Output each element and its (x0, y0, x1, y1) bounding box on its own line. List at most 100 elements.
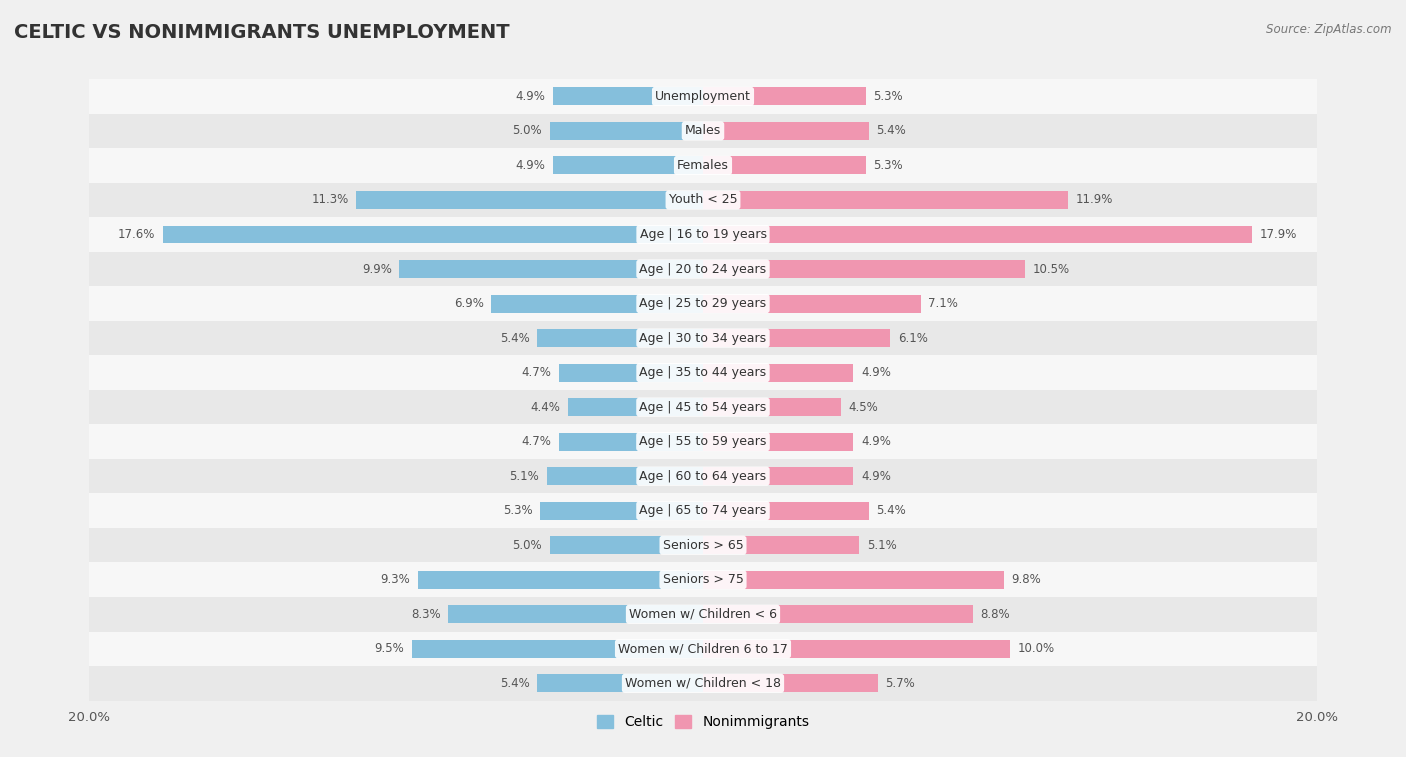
Bar (703, 536, 859, 554)
Bar (90, 217, 1316, 252)
Text: Unemployment: Unemployment (655, 90, 751, 103)
Bar (703, 502, 869, 519)
Bar (418, 571, 703, 589)
Text: 10.0%: 10.0% (1018, 642, 1054, 656)
Bar (90, 252, 1316, 286)
Bar (399, 260, 703, 278)
Text: 4.9%: 4.9% (860, 435, 891, 448)
Bar (90, 321, 1316, 355)
Text: Age | 16 to 19 years: Age | 16 to 19 years (640, 228, 766, 241)
Bar (703, 88, 866, 105)
Bar (550, 536, 703, 554)
Text: 6.9%: 6.9% (454, 297, 484, 310)
Bar (90, 494, 1316, 528)
Text: 4.7%: 4.7% (522, 366, 551, 379)
Bar (703, 363, 853, 382)
Bar (90, 631, 1316, 666)
Bar (90, 286, 1316, 321)
Bar (90, 182, 1316, 217)
Bar (703, 398, 841, 416)
Text: 5.3%: 5.3% (873, 159, 903, 172)
Bar (163, 226, 703, 244)
Bar (540, 502, 703, 519)
Bar (547, 467, 703, 485)
Bar (703, 294, 921, 313)
Text: 4.9%: 4.9% (515, 159, 546, 172)
Bar (703, 571, 1004, 589)
Text: 5.0%: 5.0% (512, 539, 541, 552)
Bar (90, 425, 1316, 459)
Bar (703, 640, 1010, 658)
Bar (90, 79, 1316, 114)
Text: 5.7%: 5.7% (886, 677, 915, 690)
Bar (703, 122, 869, 140)
Bar (90, 114, 1316, 148)
Bar (703, 674, 877, 692)
Text: Age | 60 to 64 years: Age | 60 to 64 years (640, 469, 766, 483)
Bar (703, 606, 973, 623)
Text: Women w/ Children < 18: Women w/ Children < 18 (626, 677, 780, 690)
Text: Age | 20 to 24 years: Age | 20 to 24 years (640, 263, 766, 276)
Text: Youth < 25: Youth < 25 (669, 194, 737, 207)
Bar (558, 433, 703, 450)
Bar (90, 355, 1316, 390)
Text: 8.3%: 8.3% (411, 608, 440, 621)
Bar (537, 674, 703, 692)
Text: Age | 45 to 54 years: Age | 45 to 54 years (640, 400, 766, 413)
Text: CELTIC VS NONIMMIGRANTS UNEMPLOYMENT: CELTIC VS NONIMMIGRANTS UNEMPLOYMENT (14, 23, 510, 42)
Text: 10.5%: 10.5% (1033, 263, 1070, 276)
Bar (356, 191, 703, 209)
Text: Age | 65 to 74 years: Age | 65 to 74 years (640, 504, 766, 517)
Bar (703, 329, 890, 347)
Text: 6.1%: 6.1% (898, 332, 928, 344)
Text: Women w/ Children < 6: Women w/ Children < 6 (628, 608, 778, 621)
Text: Source: ZipAtlas.com: Source: ZipAtlas.com (1267, 23, 1392, 36)
Text: 9.8%: 9.8% (1011, 573, 1040, 586)
Bar (558, 363, 703, 382)
Bar (90, 148, 1316, 182)
Text: 8.8%: 8.8% (980, 608, 1011, 621)
Bar (90, 528, 1316, 562)
Legend: Celtic, Nonimmigrants: Celtic, Nonimmigrants (591, 709, 815, 735)
Text: 5.1%: 5.1% (509, 469, 538, 483)
Text: Age | 30 to 34 years: Age | 30 to 34 years (640, 332, 766, 344)
Bar (553, 88, 703, 105)
Bar (90, 459, 1316, 494)
Bar (550, 122, 703, 140)
Text: 4.4%: 4.4% (530, 400, 561, 413)
Text: 17.9%: 17.9% (1260, 228, 1298, 241)
Text: 5.0%: 5.0% (512, 124, 541, 138)
Text: 5.4%: 5.4% (876, 124, 905, 138)
Text: Seniors > 75: Seniors > 75 (662, 573, 744, 586)
Text: Seniors > 65: Seniors > 65 (662, 539, 744, 552)
Bar (90, 390, 1316, 425)
Bar (449, 606, 703, 623)
Text: 5.3%: 5.3% (503, 504, 533, 517)
Bar (568, 398, 703, 416)
Text: 5.4%: 5.4% (501, 332, 530, 344)
Bar (703, 157, 866, 174)
Bar (491, 294, 703, 313)
Text: 5.3%: 5.3% (873, 90, 903, 103)
Text: Age | 25 to 29 years: Age | 25 to 29 years (640, 297, 766, 310)
Text: 17.6%: 17.6% (118, 228, 156, 241)
Text: 11.9%: 11.9% (1076, 194, 1114, 207)
Text: 4.9%: 4.9% (860, 366, 891, 379)
Bar (703, 467, 853, 485)
Bar (90, 562, 1316, 597)
Text: Age | 55 to 59 years: Age | 55 to 59 years (640, 435, 766, 448)
Bar (553, 157, 703, 174)
Text: 5.1%: 5.1% (868, 539, 897, 552)
Text: 4.9%: 4.9% (860, 469, 891, 483)
Text: 4.9%: 4.9% (515, 90, 546, 103)
Text: 4.7%: 4.7% (522, 435, 551, 448)
Bar (703, 433, 853, 450)
Text: 7.1%: 7.1% (928, 297, 959, 310)
Text: 9.3%: 9.3% (380, 573, 411, 586)
Text: 9.9%: 9.9% (361, 263, 392, 276)
Text: Females: Females (678, 159, 728, 172)
Bar (703, 191, 1069, 209)
Text: 4.5%: 4.5% (849, 400, 879, 413)
Bar (90, 666, 1316, 700)
Bar (412, 640, 703, 658)
